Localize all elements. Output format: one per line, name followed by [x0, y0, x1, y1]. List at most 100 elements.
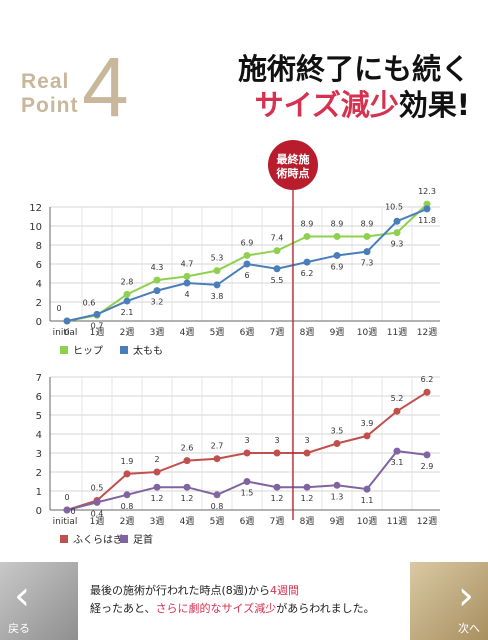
data-point [123, 470, 131, 478]
x-tick-label: 7週 [270, 516, 285, 527]
data-point [333, 232, 341, 240]
data-point [183, 457, 191, 465]
x-tick-label: 11週 [387, 327, 407, 338]
data-label: 0 [56, 304, 61, 313]
headline-line1: 施術終了にも続く [237, 52, 470, 86]
data-point [303, 449, 311, 457]
next-label: 次へ [458, 622, 480, 635]
back-button[interactable]: ‹ 戻る [0, 562, 78, 640]
data-label: 0 [64, 493, 69, 502]
header: Real Point 4 施術終了にも続く サイズ減少効果! [0, 0, 488, 140]
data-point [153, 287, 161, 295]
note-part3: があらわれました。 [276, 602, 375, 615]
data-label: 2.6 [181, 444, 194, 453]
data-label: 2 [154, 455, 159, 464]
footer: ‹ 戻る 最後の施術が行われた時点(8週)から4週間 経ったあと、さらに劇的なサ… [0, 562, 488, 640]
data-label: 9.3 [391, 240, 404, 249]
x-tick-label: 1週 [90, 327, 105, 338]
y-tick-label: 2 [36, 468, 42, 479]
data-label: 0.6 [83, 298, 96, 307]
x-tick-label: 2週 [120, 516, 135, 527]
data-point [303, 258, 311, 266]
x-tick-label: 4週 [180, 327, 195, 338]
x-tick-label: 10週 [357, 327, 377, 338]
data-point [393, 217, 401, 225]
y-tick-label: 4 [36, 279, 42, 290]
chevron-left-icon: ‹ [14, 573, 30, 619]
data-label: 2.7 [211, 442, 224, 451]
data-label: 10.5 [385, 202, 403, 211]
legend-swatch [120, 346, 128, 354]
data-point [123, 297, 131, 305]
x-tick-label: 3週 [150, 327, 165, 338]
data-label: 3 [274, 436, 279, 445]
data-point [183, 279, 191, 287]
data-point [423, 205, 431, 213]
data-point [213, 491, 221, 499]
data-point [273, 247, 281, 255]
x-tick-label: 1週 [90, 516, 105, 527]
marker-label: 術時点 [276, 166, 310, 180]
data-point [363, 248, 371, 256]
footer-note: 最後の施術が行われた時点(8週)から4週間 経ったあと、さらに劇的なサイズ減少が… [90, 582, 400, 618]
data-point [243, 449, 251, 457]
y-tick-label: 6 [36, 260, 42, 271]
data-point [303, 232, 311, 240]
legend-swatch [120, 535, 128, 543]
data-label: 1.9 [121, 457, 134, 466]
marker-label: 最終施 [277, 152, 310, 166]
data-point [123, 290, 131, 298]
data-label: 2.1 [121, 308, 134, 317]
data-point [183, 272, 191, 280]
data-label: 6.9 [241, 238, 254, 247]
data-label: 3.5 [331, 427, 344, 436]
x-tick-label: initial [53, 328, 78, 338]
data-point [393, 407, 401, 415]
data-label: 6.9 [331, 262, 344, 271]
data-point [213, 267, 221, 275]
data-label: 8.9 [331, 219, 344, 228]
legend-label: ヒップ [73, 345, 103, 357]
x-tick-label: 8週 [300, 327, 315, 338]
data-label: 1.1 [361, 496, 374, 505]
x-tick-label: 6週 [240, 516, 255, 527]
data-label: 1.3 [331, 492, 344, 501]
data-label: 11.8 [418, 216, 436, 225]
data-label: 5.2 [391, 394, 404, 403]
data-point [333, 481, 341, 489]
data-label: 4.3 [151, 263, 164, 272]
data-point [213, 455, 221, 463]
data-point [153, 483, 161, 491]
note-part2: 経ったあと、 [90, 602, 156, 615]
legend-label: 太もも [133, 344, 163, 357]
data-label: 2.8 [121, 277, 134, 286]
data-label: 8.9 [361, 219, 374, 228]
data-point [423, 388, 431, 396]
x-tick-label: 5週 [210, 327, 225, 338]
y-tick-label: 10 [29, 222, 42, 233]
data-point [273, 449, 281, 457]
data-point [363, 432, 371, 440]
y-tick-label: 0 [36, 506, 42, 517]
data-point [333, 251, 341, 259]
data-label: 6 [244, 271, 249, 280]
data-point [123, 491, 131, 499]
data-label: 1.5 [241, 489, 254, 498]
final-treatment-badge [268, 140, 318, 190]
data-label: 1.2 [301, 494, 314, 503]
data-label: 1.2 [181, 494, 194, 503]
x-tick-label: 5週 [210, 516, 225, 527]
y-tick-label: 6 [36, 392, 42, 403]
data-label: 0.4 [91, 509, 104, 518]
legend-swatch [60, 346, 68, 354]
data-label: 0.8 [121, 502, 134, 511]
data-point [153, 276, 161, 284]
y-tick-label: 4 [36, 430, 42, 441]
back-label: 戻る [8, 622, 30, 635]
next-button[interactable]: › 次へ [410, 562, 488, 640]
data-label: 5.3 [211, 254, 224, 263]
data-label: 4 [184, 290, 189, 299]
data-point [393, 229, 401, 237]
data-label: 5.5 [271, 276, 284, 285]
